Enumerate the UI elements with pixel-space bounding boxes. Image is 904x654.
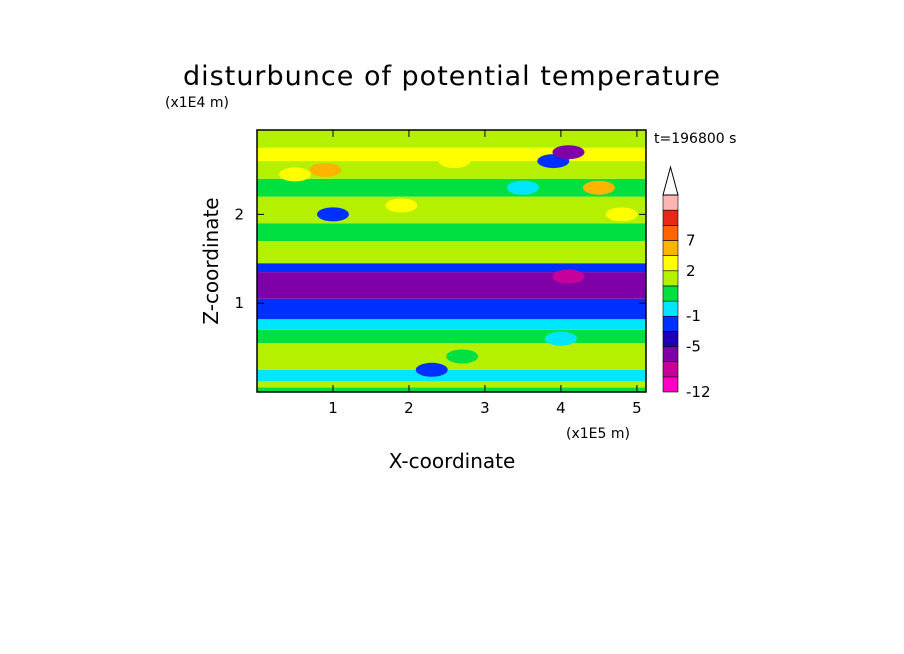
contour-blob (552, 269, 585, 284)
colorbar-swatch (662, 300, 679, 317)
colorbar-swatch (662, 240, 679, 256)
y-axis-ticks: 12 (234, 205, 646, 312)
contour-band (257, 241, 646, 264)
x-axis-ticks: 1 2 3 4 5 (328, 130, 642, 417)
colorbar-tick-label: -12 (686, 383, 711, 401)
contour-band (257, 319, 646, 330)
colorbar-swatch (662, 361, 679, 378)
contour-blob (309, 162, 342, 177)
x-tick-label: 2 (404, 399, 414, 417)
contour-blob (506, 180, 539, 195)
colorbar-swatch (662, 270, 679, 287)
colorbar-swatch (662, 209, 679, 226)
contour-band (257, 381, 646, 388)
plot-frame (256, 129, 647, 393)
contour-band (257, 263, 646, 273)
contour-blob (316, 207, 349, 222)
x-unit-label: (x1E5 m) (566, 426, 630, 442)
contour-blob (446, 349, 479, 364)
contour-band (257, 272, 646, 299)
colorbar-extend-triangle (662, 165, 679, 196)
x-tick-label: 3 (480, 399, 490, 417)
contour-band (257, 130, 646, 148)
colorbar-swatch (662, 194, 679, 211)
colorbar: 7 2 -1 -5 -12 (662, 165, 711, 401)
contour-blob (278, 167, 311, 182)
x-tick-label: 1 (328, 399, 338, 417)
contour-blob (605, 207, 638, 222)
contour-band (257, 298, 646, 320)
x-tick-label: 4 (556, 399, 566, 417)
y-axis-label: Z-coordinate (199, 197, 223, 324)
contour-band (257, 178, 646, 197)
contour-blob (438, 154, 471, 169)
contour-band (257, 387, 646, 392)
colorbar-swatch (662, 315, 679, 332)
x-axis-label: X-coordinate (389, 449, 516, 473)
colorbar-swatch (662, 255, 679, 272)
colorbar-tick-label: 2 (686, 262, 696, 280)
colorbar-tick-label: -5 (686, 338, 701, 356)
contour-blob (415, 362, 448, 377)
colorbar-tick-label: 7 (686, 231, 696, 249)
x-tick-label: 5 (632, 399, 642, 417)
contour-blob (582, 180, 615, 195)
chart-title: disturbunce of potential temperature (183, 61, 721, 92)
contour-blob (552, 145, 585, 160)
contour-blob (544, 331, 577, 346)
y-unit-label: (x1E4 m) (165, 95, 229, 111)
colorbar-swatch (662, 376, 679, 393)
colorbar-swatch (662, 346, 679, 362)
contour-band (257, 369, 646, 382)
contour-band (257, 329, 646, 344)
contour-field (257, 130, 646, 392)
time-label: t=196800 s (654, 131, 736, 147)
colorbar-swatch (662, 225, 679, 241)
colorbar-swatch (662, 331, 679, 347)
contour-band (257, 196, 646, 224)
y-tick-label: 2 (234, 205, 244, 223)
contour-blob (385, 198, 418, 213)
colorbar-tick-label: -1 (686, 307, 701, 325)
contour-band (257, 223, 646, 242)
colorbar-swatch (662, 285, 679, 302)
y-tick-label: 1 (234, 294, 244, 312)
